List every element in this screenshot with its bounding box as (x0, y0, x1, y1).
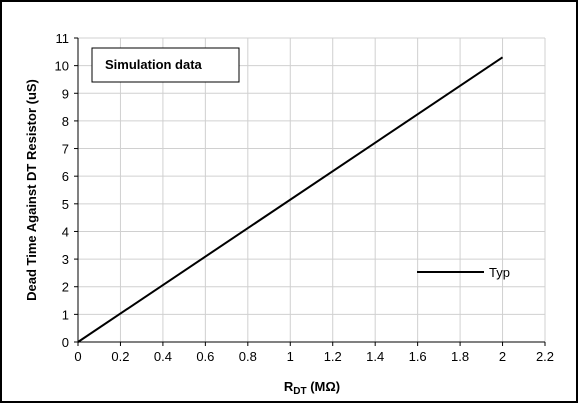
x-tick-labels: 0 0.2 0.4 0.6 0.8 1 1.2 1.4 1.6 1.8 2 2.2 (74, 342, 554, 364)
y-tick-label: 2 (62, 280, 69, 295)
x-axis-title: RDT (MΩ) (284, 379, 340, 397)
y-tick-label: 3 (62, 252, 69, 267)
series-line (77, 56, 504, 343)
legend: Typ (417, 265, 510, 280)
y-tick-labels: 0 1 2 3 4 5 6 7 8 9 10 11 (55, 31, 78, 350)
y-tick-label: 7 (62, 142, 69, 157)
axes (77, 38, 545, 343)
y-tick-label: 5 (62, 197, 69, 212)
y-axis-title: Dead Time Against DT Resistor (uS) (24, 79, 39, 301)
x-tick-label: 1 (287, 349, 294, 364)
x-tick-label: 1.2 (324, 349, 342, 364)
x-tick-label: 1.4 (366, 349, 384, 364)
x-axis-title-unit: (MΩ) (307, 379, 341, 394)
x-tick-label: 2.2 (536, 349, 554, 364)
annotation-text: Simulation data (105, 57, 203, 72)
x-tick-label: 0 (74, 349, 81, 364)
y-tick-label: 0 (62, 335, 69, 350)
x-tick-label: 1.8 (451, 349, 469, 364)
x-axis-title-main: R (284, 379, 294, 394)
y-tick-label: 11 (56, 31, 70, 46)
annotation: Simulation data (91, 47, 240, 83)
x-tick-label: 0.4 (154, 349, 172, 364)
y-tick-label: 10 (55, 59, 69, 74)
chart-svg: 0 0.2 0.4 0.6 0.8 1 1.2 1.4 1.6 1.8 2 2.2 0 1 2 3 4 5 6 7 8… (24, 31, 554, 397)
annotation-box (91, 47, 240, 83)
y-tick-label: 8 (62, 114, 69, 129)
series-group (77, 56, 504, 343)
x-tick-label: 0.2 (111, 349, 129, 364)
grid (78, 37, 546, 342)
y-tick-label: 4 (62, 224, 69, 239)
x-tick-label: 0.8 (239, 349, 257, 364)
legend-label: Typ (489, 265, 510, 280)
x-tick-label: 2 (499, 349, 506, 364)
x-tick-label: 1.6 (409, 349, 427, 364)
x-axis-title-sub: DT (293, 386, 306, 397)
y-tick-label: 1 (62, 307, 69, 322)
x-tick-label: 0.6 (196, 349, 214, 364)
y-tick-label: 9 (62, 86, 69, 101)
y-tick-label: 6 (62, 169, 69, 184)
